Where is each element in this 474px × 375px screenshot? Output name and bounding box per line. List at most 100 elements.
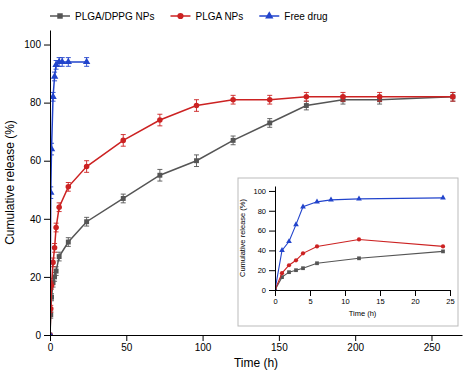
error-bar-cap (450, 92, 455, 93)
axis-line (275, 187, 276, 291)
error-bar-cap (340, 92, 345, 93)
data-point (66, 240, 71, 245)
legend-label: PLGA NPs (195, 11, 243, 22)
tick: 20 (258, 266, 275, 275)
error-bar-cap (377, 92, 382, 93)
y-axis: 020406080100 (253, 187, 275, 295)
data-point (315, 261, 319, 265)
series-line (50, 62, 87, 335)
error-bar-cap (231, 95, 236, 96)
tick: 25 (446, 290, 454, 306)
tick: 80 (30, 97, 50, 108)
error-bar-cap (84, 172, 89, 173)
error-bar-cap (54, 69, 59, 70)
error-bar-cap (52, 252, 57, 253)
tick-mark (269, 250, 275, 251)
error-bar (54, 223, 59, 232)
error-bar-cap (450, 92, 455, 93)
tick-label: 25 (446, 297, 454, 306)
data-point (65, 58, 72, 64)
x-axis-title: Time (h) (234, 356, 278, 370)
tick-label: 100 (253, 187, 266, 196)
error-bar-cap (194, 111, 199, 112)
main-chart: 050100150200250020406080100Time (h)Cumul… (3, 11, 463, 371)
chart-svg: 050100150200250020406080100Time (h)Cumul… (0, 0, 474, 375)
tick-mark (415, 290, 416, 296)
tick-mark (269, 290, 275, 291)
tick-mark (345, 290, 346, 296)
error-bar-cap (121, 134, 126, 135)
tick-mark (269, 270, 275, 271)
data-point (300, 204, 306, 209)
tick-mark (203, 335, 204, 341)
error-bar (267, 95, 272, 104)
error-bar-cap (231, 144, 236, 145)
error-bar-cap (450, 101, 455, 102)
error-bar-cap (340, 101, 345, 102)
series-line (275, 251, 443, 290)
error-bar-cap (267, 95, 272, 96)
error-bar-cap (51, 258, 56, 259)
error-bar (304, 92, 309, 101)
tick: 50 (121, 335, 133, 353)
tick: 0 (273, 290, 277, 306)
tick-mark (44, 277, 50, 278)
legend-item: PLGA/DPPG NPs (50, 11, 154, 22)
tick: 10 (341, 290, 349, 306)
tick-mark (126, 335, 127, 341)
error-bar (267, 119, 272, 128)
data-point (286, 238, 292, 243)
tick: 200 (347, 335, 364, 353)
data-point (294, 258, 298, 262)
tick-label: 5 (308, 297, 312, 306)
legend-marker (57, 13, 62, 18)
error-bar (231, 136, 236, 145)
error-bar-cap (377, 101, 382, 102)
tick: 40 (30, 214, 50, 225)
tick-mark (44, 219, 50, 220)
tick-mark (269, 211, 275, 212)
series (275, 195, 446, 290)
tick-mark (44, 103, 50, 104)
axis-line (51, 335, 463, 336)
error-bar (52, 244, 57, 253)
plot-area (275, 195, 446, 290)
tick-mark (50, 335, 51, 341)
error-bar-cap (157, 181, 162, 182)
error-bar-cap (84, 217, 89, 218)
tick-mark (44, 161, 50, 162)
legend-item: Free drug (259, 11, 327, 22)
data-point (314, 199, 320, 204)
tick: 250 (424, 335, 441, 353)
data-point (51, 72, 58, 78)
error-bar (231, 95, 236, 104)
error-bar-cap (267, 118, 272, 119)
legend-label: Free drug (284, 11, 327, 22)
error-bar (66, 238, 71, 247)
error-bar-cap (194, 166, 199, 167)
tick: 5 (308, 290, 312, 306)
tick-mark (44, 45, 50, 46)
data-point (84, 164, 90, 170)
tick-label: 40 (258, 246, 266, 255)
tick: 100 (24, 39, 50, 50)
data-point (356, 196, 362, 201)
tick: 80 (258, 207, 275, 216)
error-bar (54, 267, 59, 276)
axis-line (50, 31, 51, 336)
tick-label: 20 (258, 266, 266, 275)
data-point (194, 103, 200, 109)
data-point (83, 58, 90, 64)
tick-label: 0 (35, 330, 41, 341)
y-axis: 020406080100 (24, 31, 50, 341)
tick-mark (431, 335, 432, 341)
inset-background (238, 178, 458, 326)
data-point (53, 225, 59, 231)
tick: 0 (48, 335, 54, 353)
error-bar (121, 135, 126, 147)
data-point (450, 94, 455, 99)
error-bar-cap (121, 194, 126, 195)
tick-label: 150 (271, 342, 288, 353)
tick-label: 20 (411, 297, 419, 306)
data-point (440, 195, 446, 200)
